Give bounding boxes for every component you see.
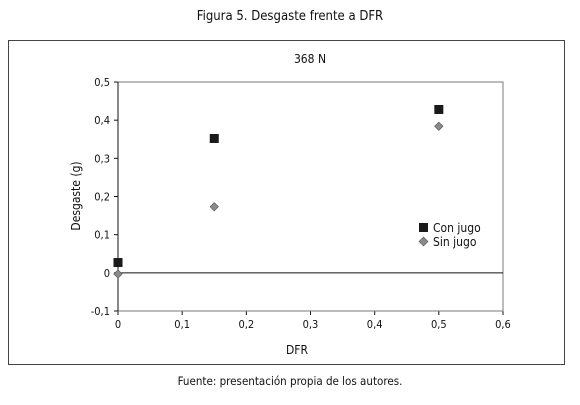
point-con-jugo	[209, 133, 219, 143]
legend-label-sin-jugo: Sin jugo	[433, 235, 477, 249]
y-tick-label: 0,2	[94, 191, 110, 204]
x-tick-label: 0,1	[174, 318, 190, 331]
point-con-jugo	[434, 104, 444, 114]
point-sin-jugo	[434, 121, 444, 131]
figure-caption: Fuente: presentación propia de los autor…	[177, 374, 403, 388]
scatter-chart: 368 N -0,1 0 0,1 0,2 0,3 0,4 0,5 0 0,1 0,2 0,3 0,4…	[69, 52, 511, 357]
point-sin-jugo	[113, 269, 123, 279]
legend-marker-con-jugo	[419, 223, 428, 232]
plot-area	[117, 81, 504, 312]
data-points	[113, 104, 444, 279]
x-tick-label: 0,5	[431, 318, 447, 331]
chart-title: 368 N	[294, 52, 326, 66]
x-tick-label: 0,2	[238, 318, 254, 331]
x-tick-label: 0,3	[303, 318, 319, 331]
y-tick-label: 0,4	[94, 114, 110, 127]
y-axis-label: Desgaste (g)	[69, 161, 83, 230]
legend-marker-sin-jugo	[418, 236, 429, 247]
chart-frame: 368 N -0,1 0 0,1 0,2 0,3 0,4 0,5 0 0,1 0,2 0,3 0,4…	[8, 40, 565, 365]
legend: Con jugo Sin jugo	[418, 221, 481, 249]
y-tick-label: 0,1	[94, 229, 110, 242]
x-axis-label: DFR	[286, 343, 309, 357]
point-sin-jugo	[209, 202, 219, 212]
y-tick-label: -0,1	[91, 305, 110, 318]
figure-title: Figura 5. Desgaste frente a DFR	[196, 9, 384, 24]
x-tick-label: 0	[115, 318, 121, 331]
y-tick-label: 0,3	[94, 152, 110, 165]
point-con-jugo	[113, 258, 123, 268]
x-tick-label: 0,4	[367, 318, 383, 331]
legend-label-con-jugo: Con jugo	[433, 221, 481, 235]
y-axis-ticks: -0,1 0 0,1 0,2 0,3 0,4 0,5	[91, 76, 118, 318]
y-tick-label: 0,5	[94, 76, 110, 89]
x-tick-label: 0,6	[495, 318, 511, 331]
x-axis-ticks: 0 0,1 0,2 0,3 0,4 0,5 0,6	[115, 311, 511, 331]
y-tick-label: 0	[104, 267, 110, 280]
